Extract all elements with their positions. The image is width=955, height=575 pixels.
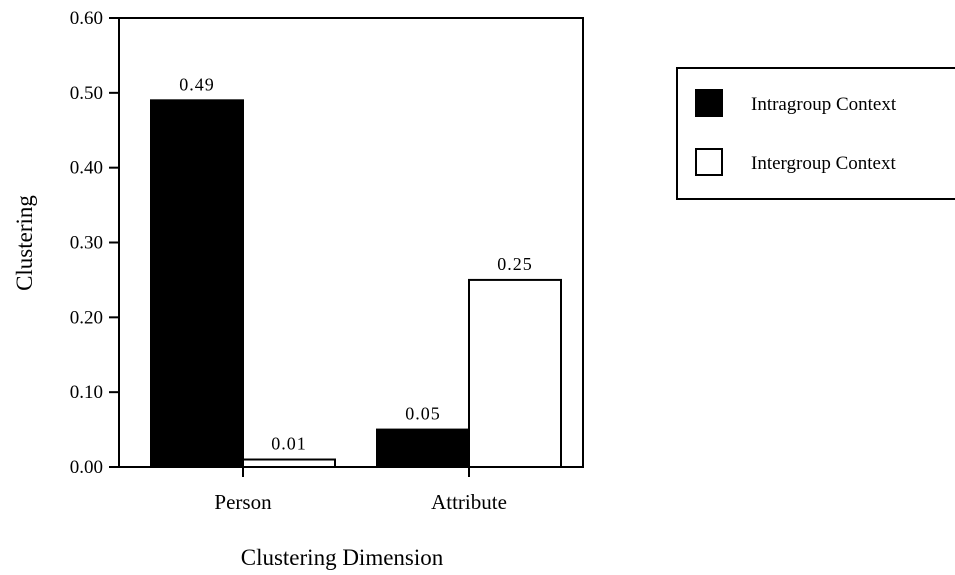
y-tick-label: 0.10 — [70, 382, 103, 403]
y-tick-label: 0.40 — [70, 158, 103, 179]
y-tick-label: 0.20 — [70, 307, 103, 328]
bar-intragroup-person — [150, 99, 244, 468]
x-category-label: Attribute — [431, 490, 507, 514]
y-tick-label: 0.00 — [70, 457, 103, 478]
plot-frame — [118, 17, 584, 468]
y-axis-ticks: 0.00 0.10 0.20 0.30 0.40 0.50 0.60 — [70, 8, 119, 478]
legend-label: Intergroup Context — [751, 153, 896, 174]
bar-value-label: 0.01 — [271, 434, 307, 454]
y-tick-label: 0.50 — [70, 83, 103, 104]
y-tick-label: 0.30 — [70, 233, 103, 254]
bar-value-label: 0.49 — [179, 74, 215, 94]
legend-swatch — [695, 148, 723, 176]
y-tick-label: 0.60 — [70, 8, 103, 29]
bar-value-label: 0.25 — [497, 254, 533, 274]
value-labels: 0.49 0.01 0.05 0.25 — [179, 74, 533, 454]
legend-label: Intragroup Context — [751, 94, 897, 115]
bar-value-label: 0.05 — [405, 404, 441, 424]
x-axis-title: Clustering Dimension — [241, 545, 444, 570]
x-category-label: Person — [214, 490, 272, 514]
bar-intergroup-person — [242, 458, 336, 468]
x-axis-categories: Person Attribute — [214, 467, 507, 514]
legend-box — [676, 67, 955, 200]
bar-intragroup-attribute — [376, 428, 470, 469]
legend: Intragroup Context Intergroup Context — [676, 67, 955, 200]
legend-swatch — [695, 89, 723, 117]
bars — [150, 99, 562, 469]
bar-intergroup-attribute — [468, 278, 562, 468]
y-axis-title: Clustering — [12, 195, 37, 291]
